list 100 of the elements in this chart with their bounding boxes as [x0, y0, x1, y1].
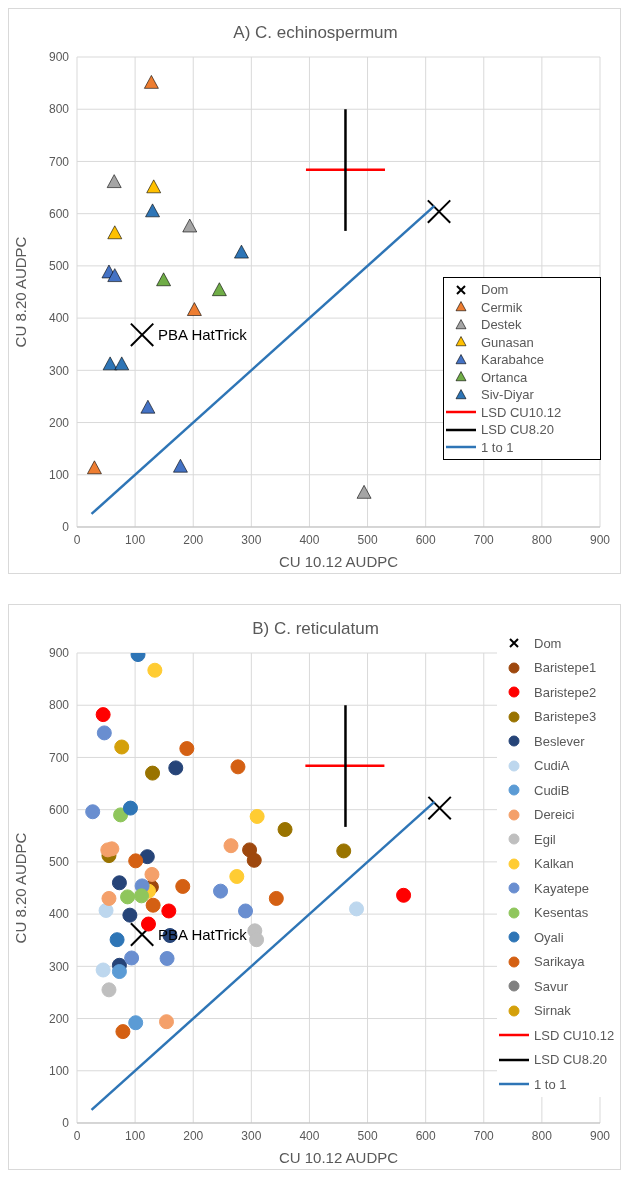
- legend-label: Siv-Diyar: [481, 387, 534, 403]
- legend-label: Baristepe2: [534, 684, 597, 700]
- point: [268, 890, 284, 906]
- legend-label: Sirnak: [534, 1003, 571, 1019]
- point: [145, 765, 161, 781]
- point: [120, 889, 136, 905]
- point: [213, 883, 229, 899]
- legend-label: LSD CU10.12: [481, 404, 562, 420]
- y-tick-label: 900: [48, 646, 70, 661]
- point: [102, 356, 118, 371]
- y-tick-label: 700: [48, 750, 70, 765]
- legend-label: Kesentas: [534, 905, 589, 921]
- x-tick-label: 300: [241, 532, 262, 547]
- y-tick-label: 900: [48, 50, 70, 65]
- point: [229, 869, 245, 885]
- point: [223, 838, 239, 854]
- x-tick-label: 500: [357, 532, 378, 547]
- point: [106, 174, 122, 188]
- point: [109, 932, 125, 948]
- x-tick-label: 700: [473, 532, 495, 547]
- y-tick-label: 0: [62, 1116, 70, 1131]
- point: [212, 282, 227, 296]
- y-tick-label: 200: [48, 1011, 70, 1026]
- x-tick-label: 600: [415, 532, 436, 547]
- legend-label: Cermik: [481, 299, 523, 315]
- point: [187, 302, 202, 316]
- legend-label: 1 to 1: [534, 1076, 567, 1092]
- legend-label: Ortanca: [481, 369, 528, 385]
- x-tick-label: 200: [183, 1128, 204, 1143]
- point: [173, 458, 188, 473]
- point: [146, 179, 162, 194]
- chart-title: A) C. echinospermum: [232, 23, 399, 43]
- point: [238, 903, 254, 919]
- point: [128, 853, 144, 869]
- point: [144, 866, 160, 882]
- legend-label: Dereici: [534, 807, 575, 823]
- legend-label: LSD CU10.12: [534, 1027, 615, 1043]
- point: [98, 902, 114, 918]
- legend-label: Karabahce: [481, 352, 544, 368]
- point: [140, 916, 156, 932]
- point: [168, 760, 184, 776]
- point: [128, 1015, 144, 1031]
- point: [134, 888, 149, 904]
- point: [87, 460, 102, 475]
- point: [349, 901, 365, 917]
- point: [161, 903, 177, 919]
- point: [147, 662, 163, 678]
- y-tick-label: 500: [48, 259, 70, 274]
- y-tick-label: 0: [62, 520, 70, 535]
- legend-label: Baristepe1: [534, 660, 597, 676]
- point: [95, 962, 111, 978]
- point: [246, 852, 262, 868]
- legend-label: CudiB: [534, 782, 570, 798]
- y-tick-label: 500: [48, 855, 70, 870]
- y-tick-label: 300: [48, 363, 70, 378]
- point: [95, 707, 111, 723]
- x-tick-label: 100: [125, 532, 146, 547]
- x-tick-label: 400: [299, 1128, 320, 1143]
- legend-label: 1 to 1: [481, 439, 514, 455]
- y-tick-label: 400: [48, 907, 70, 922]
- point: [230, 759, 246, 775]
- x-tick-label: 900: [589, 532, 611, 547]
- point: [114, 356, 130, 371]
- legend-label: Destek: [481, 317, 522, 333]
- point: [124, 950, 140, 966]
- legend-label: Savur: [534, 978, 568, 994]
- x-tick-label: 0: [73, 1128, 81, 1143]
- chart-title: B) C. reticulatum: [252, 619, 379, 638]
- legend-label: Baristepe3: [534, 709, 597, 725]
- point: [96, 725, 112, 741]
- point: [427, 795, 452, 821]
- x-tick-label: 800: [531, 1128, 553, 1143]
- point: [336, 843, 352, 859]
- point: [115, 1024, 131, 1040]
- x-tick-label: 600: [415, 1128, 436, 1143]
- point: [122, 800, 138, 816]
- legend-label: LSD CU8.20: [534, 1052, 607, 1068]
- point: [107, 268, 123, 282]
- legend-label: Dom: [534, 635, 562, 651]
- point: [85, 804, 101, 820]
- point: [122, 907, 138, 923]
- x-tick-label: 700: [473, 1128, 495, 1143]
- legend-label: Kalkan: [534, 856, 574, 872]
- legend-label: Oyali: [534, 929, 564, 945]
- point: [101, 890, 117, 906]
- point: [140, 399, 156, 414]
- point: [179, 741, 195, 757]
- y-tick-label: 100: [48, 1064, 70, 1079]
- point: [159, 951, 175, 966]
- y-axis-title: CU 8.20 AUDPC: [12, 832, 30, 944]
- point: [107, 225, 123, 240]
- point: [139, 849, 155, 865]
- x-tick-label: 300: [241, 1128, 262, 1143]
- point: [396, 887, 412, 903]
- y-tick-label: 600: [48, 802, 70, 817]
- point: [111, 875, 127, 891]
- y-tick-label: 400: [48, 311, 70, 326]
- legend-label: Dom: [481, 282, 509, 298]
- point: [175, 878, 191, 894]
- y-tick-label: 600: [48, 206, 70, 221]
